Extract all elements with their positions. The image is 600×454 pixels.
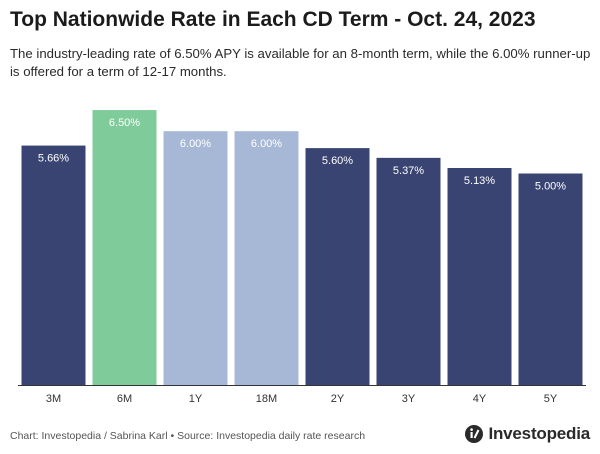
bar-6m bbox=[92, 110, 157, 386]
bar-value-label: 6.50% bbox=[109, 117, 140, 129]
chart-source: Chart: Investopedia / Sabrina Karl • Sou… bbox=[10, 430, 366, 442]
bar-chart: 5.66% 3M 6.50% 6M 6.00% 1Y 6.00% 18M 5.60% 2Y 5.37… bbox=[18, 110, 586, 405]
x-tick-label: 6M bbox=[117, 393, 132, 405]
bar-value-label: 6.00% bbox=[251, 138, 282, 150]
x-tick-label: 5Y bbox=[544, 393, 558, 405]
bar-value-label: 5.13% bbox=[464, 175, 495, 187]
bar-18m bbox=[234, 131, 299, 385]
x-tick-label: 4Y bbox=[473, 393, 487, 405]
bar-value-label: 5.00% bbox=[535, 181, 566, 193]
investopedia-logo-text: Investopedia bbox=[488, 424, 590, 443]
bar-3y bbox=[376, 157, 441, 385]
chart-subtitle: The industry-leading rate of 6.50% APY i… bbox=[10, 46, 591, 79]
x-tick-label: 3M bbox=[46, 393, 61, 405]
investopedia-logo: Investopedia bbox=[464, 424, 590, 444]
bar-3m bbox=[21, 145, 86, 385]
x-tick-label: 1Y bbox=[189, 393, 203, 405]
bar-1y bbox=[163, 131, 228, 385]
x-tick-label: 2Y bbox=[331, 393, 345, 405]
bar-2y bbox=[305, 148, 370, 385]
bar-5y bbox=[518, 173, 583, 385]
bar-value-label: 6.00% bbox=[180, 138, 211, 150]
bar-value-label: 5.37% bbox=[393, 165, 424, 177]
x-tick-label: 18M bbox=[256, 393, 277, 405]
chart-title: Top Nationwide Rate in Each CD Term - Oc… bbox=[10, 8, 536, 31]
x-tick-label: 3Y bbox=[402, 393, 416, 405]
bar-4y bbox=[447, 168, 512, 385]
investopedia-logo-icon bbox=[465, 425, 484, 443]
bar-value-label: 5.60% bbox=[322, 155, 353, 167]
bar-value-label: 5.66% bbox=[38, 153, 69, 165]
